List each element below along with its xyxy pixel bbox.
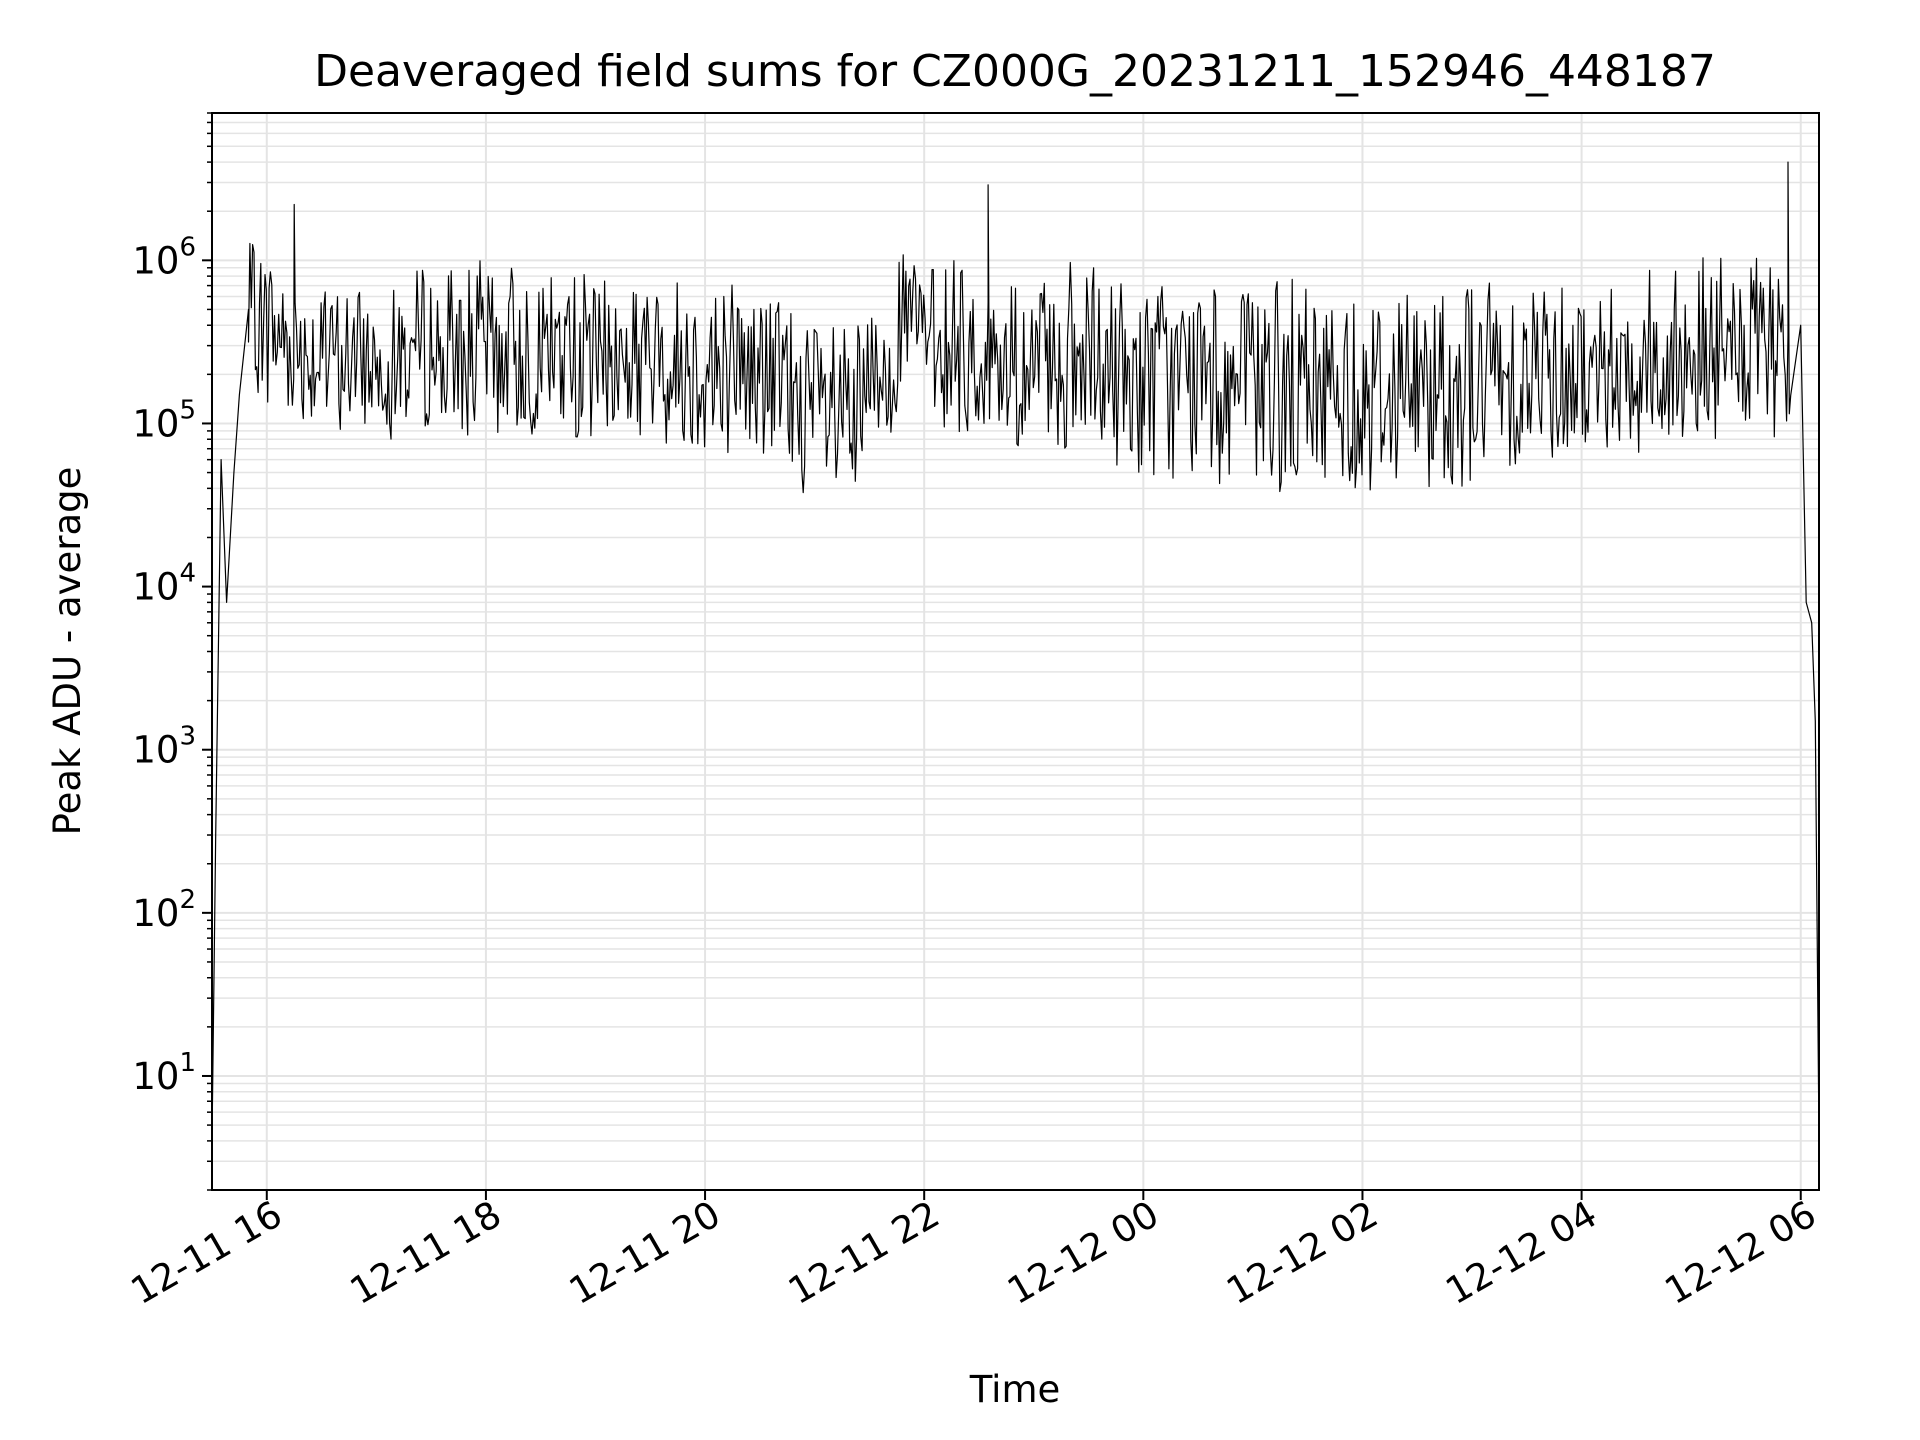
x-tick-label: 12-12 02 bbox=[1219, 1193, 1385, 1313]
y-tick-base: 10 bbox=[132, 1055, 179, 1098]
y-tick-base: 10 bbox=[132, 892, 179, 935]
x-tick-label: 12-11 18 bbox=[343, 1193, 509, 1313]
y-tick-label: 101 bbox=[132, 1048, 196, 1098]
series-layer bbox=[211, 161, 1820, 1141]
y-tick-base: 10 bbox=[132, 729, 179, 772]
y-tick-label: 102 bbox=[132, 885, 196, 935]
y-tick-exponent: 4 bbox=[179, 559, 196, 589]
y-tick-base: 10 bbox=[132, 239, 179, 282]
y-tick-base: 10 bbox=[132, 402, 179, 445]
x-tick-label: 12-11 16 bbox=[124, 1193, 290, 1313]
grid bbox=[212, 112, 1819, 1191]
x-tick-label: 12-12 06 bbox=[1658, 1193, 1824, 1313]
chart-title: Deaveraged field sums for CZ000G_2023121… bbox=[314, 46, 1716, 97]
x-tick-label: 12-11 20 bbox=[562, 1193, 728, 1313]
series-line bbox=[211, 161, 1820, 1141]
y-tick-label: 103 bbox=[132, 722, 196, 772]
x-axis-label: Time bbox=[969, 1368, 1061, 1411]
y-tick-exponent: 5 bbox=[179, 395, 196, 425]
y-tick-label: 104 bbox=[132, 559, 196, 609]
y-tick-exponent: 1 bbox=[179, 1048, 196, 1078]
y-tick-exponent: 6 bbox=[179, 232, 196, 262]
x-tick-label: 12-12 00 bbox=[1000, 1193, 1166, 1313]
x-tick-label: 12-11 22 bbox=[781, 1193, 947, 1313]
x-tick-label: 12-12 04 bbox=[1439, 1193, 1605, 1313]
y-axis-label: Peak ADU - average bbox=[46, 467, 89, 836]
y-tick-base: 10 bbox=[132, 566, 179, 609]
y-tick-exponent: 3 bbox=[179, 722, 196, 752]
y-tick-label: 105 bbox=[132, 395, 196, 445]
y-tick-label: 106 bbox=[132, 232, 196, 282]
y-tick-exponent: 2 bbox=[179, 885, 196, 915]
